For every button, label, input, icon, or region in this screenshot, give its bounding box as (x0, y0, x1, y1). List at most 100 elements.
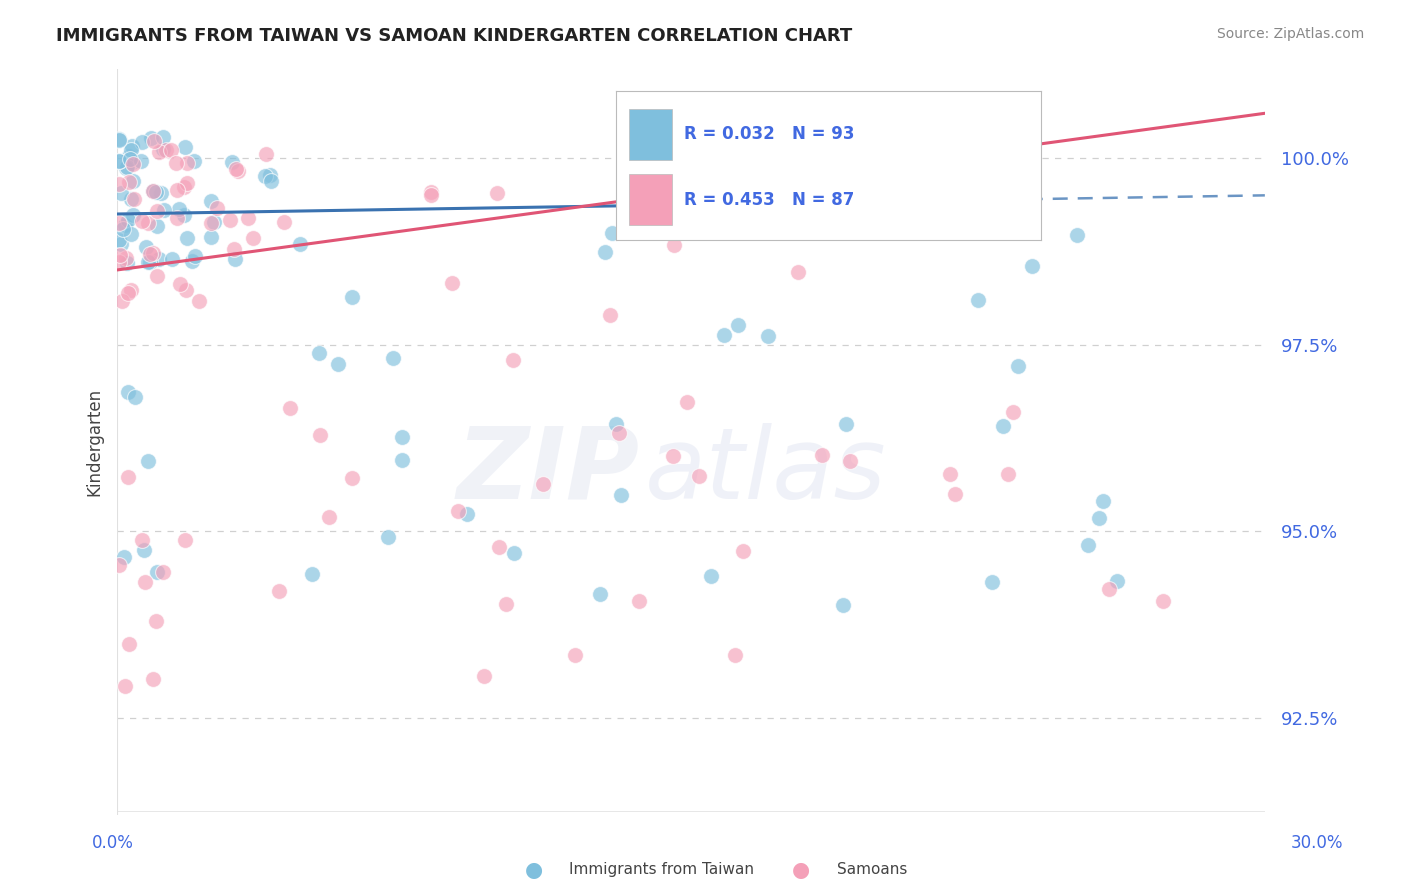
Point (309, 428, 332, 442)
Point (108, 255, 131, 269)
Point (176, 156, 198, 170)
Point (200, 230, 222, 244)
Point (148, 252, 170, 266)
Point (273, 214, 295, 228)
Point (145, 185, 167, 199)
Point (120, 143, 142, 157)
Point (114, 219, 136, 233)
Point (122, 192, 145, 206)
Point (132, 542, 155, 557)
Point (259, 168, 281, 182)
Point (382, 351, 405, 365)
Point (260, 174, 283, 188)
Point (943, 487, 966, 501)
Point (1002, 405, 1025, 419)
Point (139, 130, 162, 145)
Point (440, 276, 463, 290)
Point (118, 637, 141, 651)
Point (124, 390, 146, 404)
Point (160, 143, 183, 157)
Point (219, 213, 242, 227)
Text: Samoans: Samoans (837, 863, 907, 877)
Point (162, 252, 184, 266)
Point (1021, 259, 1043, 273)
Point (117, 385, 139, 400)
Point (134, 574, 156, 589)
Point (301, 566, 323, 581)
Point (564, 648, 586, 662)
Point (173, 140, 195, 154)
Point (756, 328, 779, 343)
Point (120, 283, 142, 297)
Point (143, 134, 166, 148)
Point (117, 285, 139, 300)
Point (136, 216, 159, 230)
Point (120, 152, 142, 166)
Point (108, 233, 131, 247)
Point (713, 328, 735, 343)
Point (108, 178, 131, 192)
Point (599, 308, 621, 322)
Point (620, 205, 643, 219)
Point (1088, 510, 1111, 524)
Point (166, 183, 188, 197)
Point (735, 220, 758, 235)
Point (1098, 582, 1121, 597)
Point (308, 346, 330, 360)
Point (786, 265, 808, 279)
Point (145, 615, 167, 629)
Point (110, 237, 132, 252)
Point (966, 293, 988, 307)
Point (145, 204, 167, 219)
Point (967, 205, 990, 219)
Point (593, 245, 616, 260)
Point (488, 540, 510, 554)
Point (419, 187, 441, 202)
Point (1007, 359, 1029, 373)
Point (155, 143, 177, 157)
Point (224, 242, 246, 256)
Point (142, 246, 165, 260)
Point (108, 154, 131, 169)
Point (121, 174, 143, 188)
Point (1107, 574, 1129, 589)
Text: ●: ● (793, 860, 810, 880)
Point (122, 208, 145, 222)
Point (122, 155, 145, 169)
Point (456, 508, 478, 522)
Point (835, 417, 858, 431)
Point (662, 450, 685, 464)
Point (145, 566, 167, 580)
Point (254, 169, 277, 183)
Point (108, 154, 131, 169)
Point (115, 256, 138, 270)
Point (832, 598, 855, 612)
Point (980, 574, 1002, 589)
Point (115, 251, 138, 265)
Point (139, 247, 162, 261)
Point (1152, 594, 1174, 608)
Point (221, 155, 243, 169)
Point (110, 248, 132, 262)
Point (328, 357, 350, 371)
Point (225, 162, 247, 177)
Point (1066, 227, 1088, 242)
Point (118, 149, 141, 163)
Point (242, 230, 264, 244)
Point (174, 283, 197, 297)
Point (589, 587, 612, 601)
Point (254, 146, 277, 161)
Point (152, 565, 174, 579)
Point (180, 254, 202, 268)
Y-axis label: Kindergarten: Kindergarten (86, 387, 103, 496)
Point (200, 216, 222, 230)
Point (485, 186, 508, 201)
Point (700, 569, 723, 583)
Point (139, 255, 162, 269)
Point (111, 222, 134, 236)
Text: Immigrants from Taiwan: Immigrants from Taiwan (569, 863, 755, 877)
Point (318, 509, 340, 524)
Point (111, 293, 134, 308)
Text: ●: ● (526, 860, 543, 880)
Point (142, 184, 165, 198)
